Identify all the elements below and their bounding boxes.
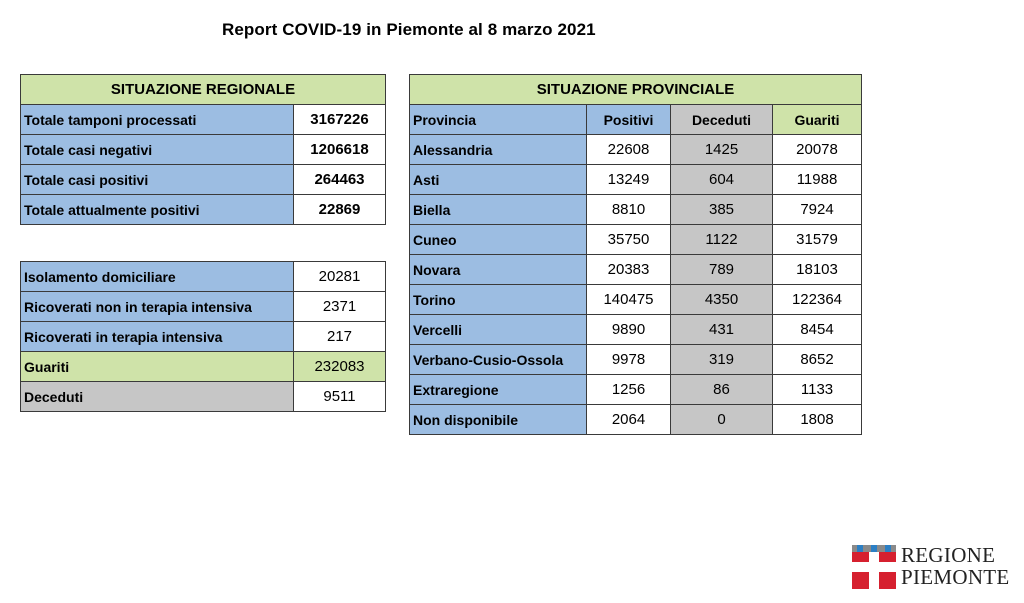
column-header-provincia: Provincia	[409, 104, 587, 135]
cell-positivi: 20383	[586, 254, 671, 285]
row-label: Totale casi positivi	[20, 164, 294, 195]
cell-positivi: 9890	[586, 314, 671, 345]
cell-guariti: 122364	[771, 284, 863, 315]
cell-provincia: Biella	[409, 194, 587, 225]
table-row: Ricoverati in terapia intensiva 217	[20, 321, 386, 352]
table-row: Cuneo 35750 1122 31579	[409, 224, 863, 255]
row-label: Totale tamponi processati	[20, 104, 294, 135]
cell-deceduti: 604	[670, 164, 773, 195]
cell-provincia: Cuneo	[409, 224, 587, 255]
cell-deceduti: 789	[670, 254, 773, 285]
logo-line-2: PIEMONTE	[901, 565, 1010, 589]
table-row: Isolamento domiciliare 20281	[20, 261, 386, 292]
cell-positivi: 8810	[586, 194, 671, 225]
table-row: Non disponibile 2064 0 1808	[409, 404, 863, 435]
row-label: Ricoverati in terapia intensiva	[20, 321, 294, 352]
cell-guariti: 31579	[771, 224, 863, 255]
cell-provincia: Verbano-Cusio-Ossola	[409, 344, 587, 375]
regional-summary-table: SITUAZIONE REGIONALE Totale tamponi proc…	[20, 74, 386, 225]
row-label: Totale casi negativi	[20, 134, 294, 165]
cell-deceduti: 86	[670, 374, 773, 405]
cell-deceduti: 1122	[670, 224, 773, 255]
cell-guariti: 1133	[771, 374, 863, 405]
regional-header: SITUAZIONE REGIONALE	[20, 74, 386, 105]
row-label: Deceduti	[20, 381, 294, 412]
cell-provincia: Alessandria	[409, 134, 587, 165]
cell-provincia: Non disponibile	[409, 404, 587, 435]
column-header-deceduti: Deceduti	[670, 104, 773, 135]
table-row: Alessandria 22608 1425 20078	[409, 134, 863, 165]
cell-provincia: Extraregione	[409, 374, 587, 405]
table-row: Guariti 232083	[20, 351, 386, 382]
cell-guariti: 1808	[771, 404, 863, 435]
cell-deceduti: 431	[670, 314, 773, 345]
row-label: Isolamento domiciliare	[20, 261, 294, 292]
row-value: 22869	[293, 194, 386, 225]
row-label: Guariti	[20, 351, 294, 382]
row-label: Totale attualmente positivi	[20, 194, 294, 225]
table-row: Extraregione 1256 86 1133	[409, 374, 863, 405]
cell-positivi: 22608	[586, 134, 671, 165]
table-row: Verbano-Cusio-Ossola 9978 319 8652	[409, 344, 863, 375]
cell-positivi: 35750	[586, 224, 671, 255]
provincial-table: SITUAZIONE PROVINCIALE Provincia Positiv…	[408, 74, 863, 435]
table-row: Totale casi positivi 264463	[20, 164, 386, 195]
cell-guariti: 8652	[771, 344, 863, 375]
table-row: Novara 20383 789 18103	[409, 254, 863, 285]
column-header-guariti: Guariti	[771, 104, 863, 135]
cell-provincia: Vercelli	[409, 314, 587, 345]
row-value: 2371	[293, 291, 386, 322]
row-value: 232083	[293, 351, 386, 382]
row-value: 20281	[293, 261, 386, 292]
cell-provincia: Novara	[409, 254, 587, 285]
regional-details-table: Isolamento domiciliare 20281 Ricoverati …	[20, 261, 386, 412]
cell-positivi: 2064	[586, 404, 671, 435]
cell-guariti: 11988	[771, 164, 863, 195]
table-row: Vercelli 9890 431 8454	[409, 314, 863, 345]
cell-guariti: 7924	[771, 194, 863, 225]
row-value: 217	[293, 321, 386, 352]
cell-positivi: 9978	[586, 344, 671, 375]
page-title: Report COVID-19 in Piemonte al 8 marzo 2…	[222, 20, 596, 39]
table-row: Totale attualmente positivi 22869	[20, 194, 386, 225]
cell-guariti: 20078	[771, 134, 863, 165]
table-row: Deceduti 9511	[20, 381, 386, 412]
cell-deceduti: 0	[670, 404, 773, 435]
regione-piemonte-logo: REGIONE PIEMONTE	[851, 544, 1011, 590]
table-row: Asti 13249 604 11988	[409, 164, 863, 195]
column-headers: Provincia Positivi Deceduti Guariti	[409, 104, 863, 135]
table-row: Ricoverati non in terapia intensiva 2371	[20, 291, 386, 322]
row-value: 1206618	[293, 134, 386, 165]
cell-deceduti: 385	[670, 194, 773, 225]
cell-positivi: 140475	[586, 284, 671, 315]
table-row: Biella 8810 385 7924	[409, 194, 863, 225]
column-header-positivi: Positivi	[586, 104, 671, 135]
cell-deceduti: 319	[670, 344, 773, 375]
cell-provincia: Torino	[409, 284, 587, 315]
cell-guariti: 18103	[771, 254, 863, 285]
cell-positivi: 1256	[586, 374, 671, 405]
row-label: Ricoverati non in terapia intensiva	[20, 291, 294, 322]
piemonte-coat-of-arms-icon	[851, 544, 897, 590]
cell-deceduti: 1425	[670, 134, 773, 165]
table-row: Totale casi negativi 1206618	[20, 134, 386, 165]
logo-line-1: REGIONE	[901, 543, 996, 567]
cell-deceduti: 4350	[670, 284, 773, 315]
row-value: 9511	[293, 381, 386, 412]
table-row: Totale tamponi processati 3167226	[20, 104, 386, 135]
table-row: Torino 140475 4350 122364	[409, 284, 863, 315]
cell-provincia: Asti	[409, 164, 587, 195]
row-value: 264463	[293, 164, 386, 195]
cell-guariti: 8454	[771, 314, 863, 345]
cell-positivi: 13249	[586, 164, 671, 195]
row-value: 3167226	[293, 104, 386, 135]
provincial-header: SITUAZIONE PROVINCIALE	[408, 74, 863, 105]
